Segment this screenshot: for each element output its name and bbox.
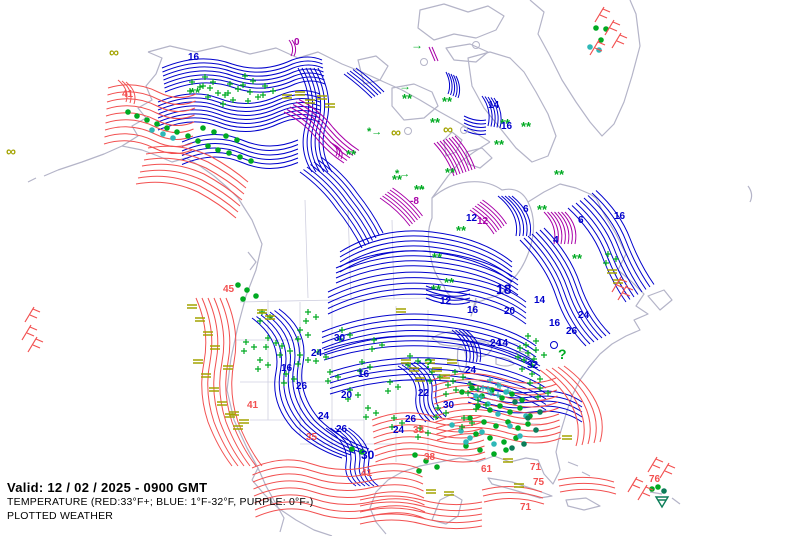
svg-text:30: 30 [361, 448, 375, 462]
svg-text:**: ** [430, 115, 441, 130]
svg-text:18: 18 [496, 281, 512, 297]
svg-text:24: 24 [465, 365, 477, 376]
svg-text:26: 26 [336, 424, 348, 435]
svg-text:∞: ∞ [109, 44, 119, 60]
map-footer: Valid: 12 / 02 / 2025 - 0900 GMT TEMPERA… [7, 480, 313, 523]
svg-text:16: 16 [501, 121, 513, 132]
svg-text:**: ** [414, 182, 425, 197]
svg-text:24: 24 [578, 310, 590, 321]
svg-text:20: 20 [504, 306, 516, 317]
svg-text:**: ** [432, 250, 443, 265]
svg-text:26: 26 [405, 414, 417, 425]
svg-text:16: 16 [549, 318, 561, 329]
svg-text:**: ** [190, 85, 201, 100]
svg-text:?: ? [558, 346, 567, 362]
svg-text:4: 4 [553, 235, 559, 246]
svg-text:**: ** [442, 94, 453, 109]
svg-text:35: 35 [306, 432, 318, 443]
svg-text:30: 30 [334, 333, 346, 344]
svg-text:∞: ∞ [443, 121, 453, 137]
svg-text:26: 26 [296, 381, 308, 392]
valid-time-label: Valid: 12 / 02 / 2025 - 0900 GMT [7, 480, 208, 495]
svg-text:24: 24 [490, 338, 502, 349]
svg-text:41: 41 [361, 468, 373, 479]
svg-text:16: 16 [614, 211, 626, 222]
svg-text:30: 30 [443, 400, 455, 411]
svg-text:→: → [415, 179, 427, 193]
svg-text:6: 6 [578, 215, 584, 226]
svg-text:16: 16 [467, 305, 479, 316]
svg-text:∞: ∞ [6, 143, 16, 159]
svg-text:71: 71 [520, 502, 532, 513]
svg-text:26: 26 [566, 326, 578, 337]
svg-text:22: 22 [418, 388, 430, 399]
svg-text:24: 24 [311, 348, 323, 359]
svg-text:12: 12 [440, 296, 452, 307]
svg-text:**: ** [445, 165, 456, 180]
svg-text:**: ** [572, 251, 583, 266]
svg-text:**: ** [494, 137, 505, 152]
svg-text:41: 41 [247, 400, 259, 411]
svg-text:**: ** [521, 119, 532, 134]
svg-text:32: 32 [527, 360, 539, 371]
svg-text:12: 12 [477, 216, 489, 227]
svg-text:*→: *→ [395, 168, 410, 180]
svg-text:33: 33 [413, 425, 425, 436]
svg-text:**: ** [500, 116, 511, 131]
svg-text:71: 71 [530, 462, 542, 473]
svg-text:6: 6 [523, 204, 529, 215]
svg-text:**: ** [444, 275, 455, 290]
svg-text:38: 38 [424, 452, 436, 463]
svg-text:0: 0 [294, 37, 300, 48]
svg-text:-8: -8 [410, 196, 419, 207]
svg-text:**: ** [431, 282, 442, 297]
svg-text:**: ** [346, 147, 357, 162]
svg-text:→: → [411, 38, 423, 52]
svg-text:45: 45 [223, 284, 235, 295]
svg-text:**: ** [392, 172, 403, 187]
svg-text:*→: *→ [367, 126, 382, 138]
svg-text:12: 12 [466, 213, 478, 224]
svg-text:24: 24 [393, 425, 405, 436]
svg-text:**: ** [554, 167, 565, 182]
product-name-label: PLOTTED WEATHER [7, 510, 114, 522]
svg-text:41: 41 [122, 89, 134, 100]
svg-text:76: 76 [649, 474, 661, 485]
svg-text:14: 14 [497, 338, 509, 349]
svg-text:14: 14 [488, 100, 500, 111]
svg-text:24: 24 [318, 411, 330, 422]
svg-text:**: ** [456, 223, 467, 238]
svg-text:61: 61 [481, 464, 493, 475]
svg-text:16: 16 [188, 52, 200, 63]
svg-text:**: ** [537, 202, 548, 217]
svg-text:?: ? [424, 355, 433, 371]
svg-text:20: 20 [341, 390, 353, 401]
svg-text:16: 16 [358, 369, 370, 380]
svg-text:14: 14 [534, 295, 546, 306]
temperature-legend-label: TEMPERATURE (RED:33°F+; BLUE: 1°F-32°F, … [7, 496, 314, 508]
svg-text:**: ** [402, 91, 413, 106]
svg-text:∞: ∞ [391, 124, 401, 140]
svg-text:16: 16 [281, 363, 293, 374]
svg-text:→: → [399, 79, 411, 93]
svg-text:75: 75 [533, 477, 545, 488]
